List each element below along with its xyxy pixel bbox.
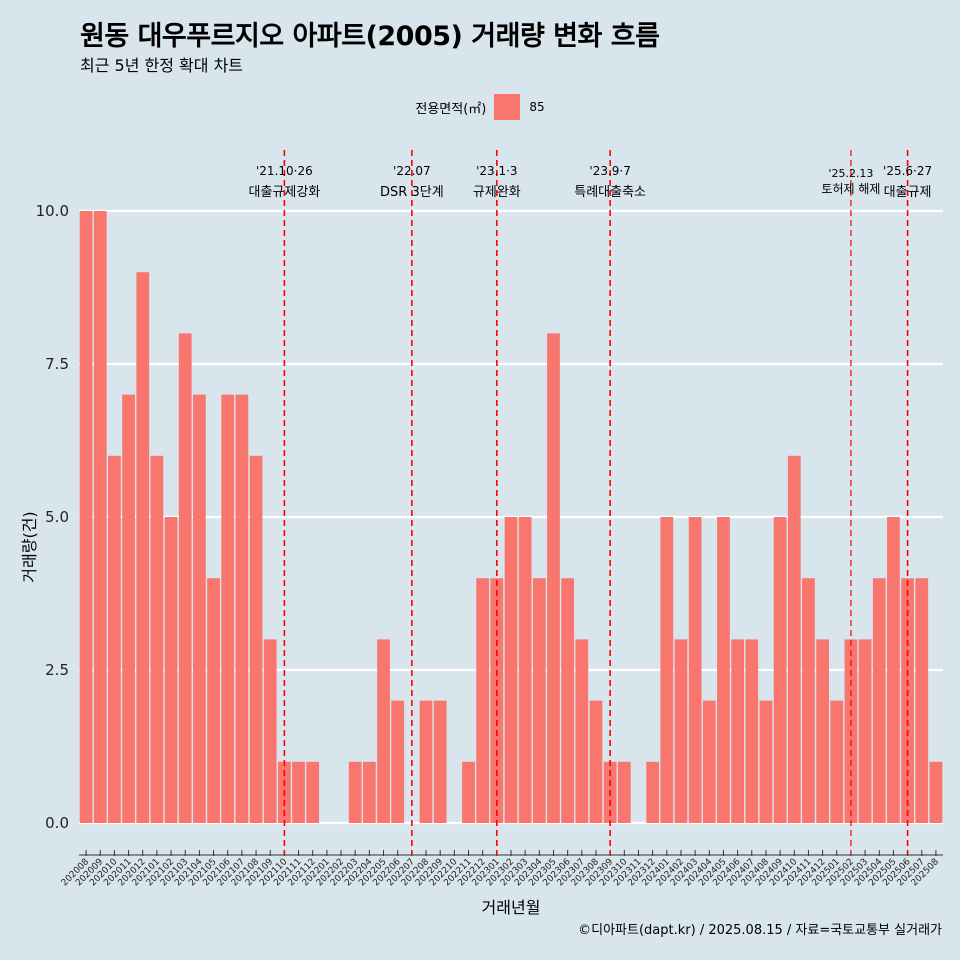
bar	[221, 394, 235, 823]
bar	[646, 761, 660, 823]
bar	[688, 517, 702, 823]
x-axis-title: 거래년월	[482, 898, 541, 917]
event-label: 특례대출축소	[574, 185, 646, 200]
bar	[377, 639, 390, 823]
event-label: 대출규제	[884, 185, 932, 200]
bar	[419, 700, 433, 823]
bar	[674, 639, 688, 823]
bar	[858, 639, 872, 823]
bar	[561, 578, 575, 823]
bar	[164, 517, 178, 823]
bar	[575, 639, 589, 823]
bar	[462, 761, 475, 823]
event-date-label: '23.1·3	[476, 164, 517, 178]
bar	[816, 639, 829, 823]
bar	[532, 578, 546, 823]
event-date-label: '25.2.13	[828, 167, 873, 180]
bar	[93, 211, 107, 823]
event-label: 규제완화	[473, 185, 521, 200]
legend-label-85: 85	[529, 100, 545, 114]
event-label: 대출규제강화	[248, 185, 320, 200]
y-tick-label: 0.0	[45, 814, 69, 832]
bar	[731, 639, 744, 823]
bar	[122, 394, 135, 823]
bar	[717, 517, 730, 823]
bar	[589, 700, 603, 823]
chart-subtitle: 최근 5년 한정 확대 차트	[80, 56, 244, 75]
bar	[617, 761, 631, 823]
bar	[178, 333, 192, 823]
y-tick-label: 5.0	[45, 508, 69, 526]
bar	[433, 700, 447, 823]
bar	[108, 455, 121, 823]
bar	[150, 455, 164, 823]
bar	[504, 517, 518, 823]
bar	[79, 211, 93, 823]
bar	[362, 761, 376, 823]
bar	[306, 761, 320, 823]
event-date-label: '22.07	[393, 164, 431, 178]
y-tick-label: 10.0	[36, 202, 69, 220]
legend-key-85	[494, 94, 521, 120]
event-label: 토허제 해제	[821, 182, 880, 196]
bar	[476, 578, 490, 823]
event-date-label: '23.9·7	[589, 164, 630, 178]
bar	[745, 639, 759, 823]
bar	[292, 761, 305, 823]
y-tick-label: 7.5	[45, 355, 69, 373]
bar	[759, 700, 773, 823]
event-label: DSR 3단계	[380, 185, 444, 200]
y-axis-title: 거래량(건)	[20, 511, 39, 582]
bar	[249, 455, 263, 823]
bar	[660, 517, 674, 823]
bar	[773, 517, 787, 823]
bar	[872, 578, 886, 823]
bar	[787, 455, 801, 823]
chart-title: 원동 대우푸르지오 아파트(2005) 거래량 변화 흐름	[80, 21, 660, 52]
bar	[193, 394, 206, 823]
bar	[802, 578, 815, 823]
bar	[915, 578, 929, 823]
bar	[702, 700, 716, 823]
bar	[830, 700, 844, 823]
bar	[235, 394, 249, 823]
bar	[518, 517, 532, 823]
event-date-label: '21.10·26	[256, 164, 313, 178]
bar	[136, 272, 150, 823]
source-caption: ©디아파트(dapt.kr) / 2025.08.15 / 자료=국토교통부 실…	[578, 923, 942, 938]
bar	[887, 517, 900, 823]
bar	[391, 700, 405, 823]
bar	[547, 333, 560, 823]
bar	[263, 639, 277, 823]
y-tick-label: 2.5	[45, 661, 69, 679]
legend-title: 전용면적(㎡)	[415, 101, 487, 117]
bar	[207, 578, 220, 823]
event-date-label: '25.6·27	[883, 164, 932, 178]
legend: 전용면적(㎡) 85	[0, 93, 960, 121]
bar	[929, 761, 943, 823]
bar	[348, 761, 362, 823]
